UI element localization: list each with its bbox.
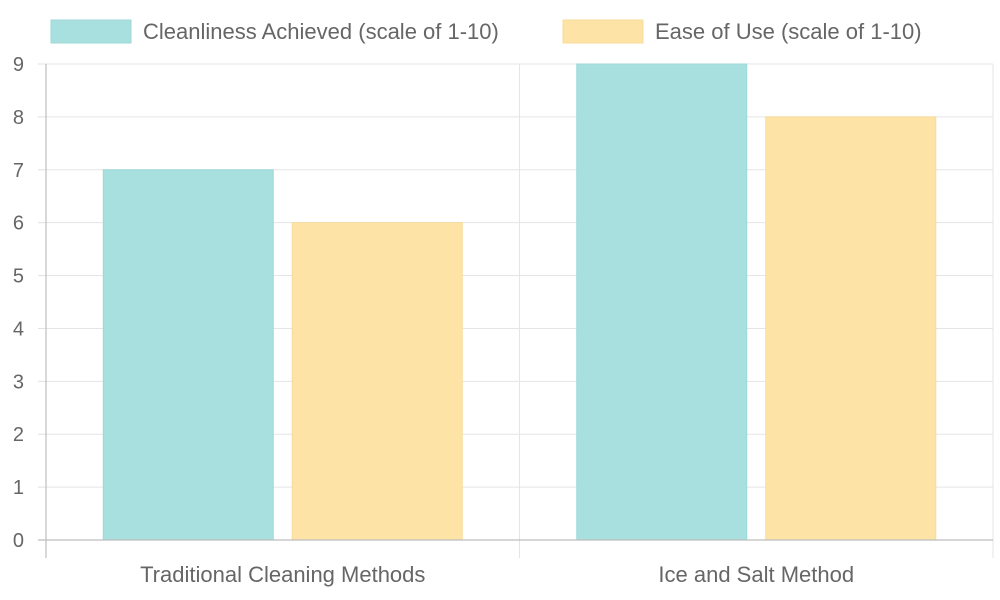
- y-tick-label: 0: [13, 530, 24, 552]
- x-axis-ticks: Traditional Cleaning Methods Ice and Salt…: [140, 562, 854, 587]
- y-tick-label: 4: [13, 318, 24, 340]
- axes: [38, 64, 993, 558]
- y-tick-label: 6: [13, 213, 24, 235]
- bar-ease-of-use: [291, 222, 463, 541]
- legend-label: Ease of Use (scale of 1-10): [655, 19, 922, 44]
- bar-ease-of-use: [765, 116, 937, 541]
- legend-swatch: [562, 19, 644, 44]
- y-tick-label: 9: [13, 54, 24, 76]
- y-tick-label: 7: [13, 160, 24, 182]
- y-tick-label: 3: [13, 371, 24, 393]
- legend-swatch: [50, 19, 132, 44]
- x-tick-label: Traditional Cleaning Methods: [140, 562, 425, 587]
- bars: [102, 63, 937, 541]
- y-axis-ticks: 0 1 2 3 4 5 6 7 8 9: [13, 54, 24, 552]
- y-tick-label: 1: [13, 477, 24, 499]
- bar-cleanliness: [576, 63, 748, 541]
- y-tick-label: 5: [13, 266, 24, 288]
- bar-cleanliness: [102, 169, 274, 541]
- legend: Cleanliness Achieved (scale of 1-10) Ease…: [50, 19, 922, 44]
- y-tick-label: 2: [13, 424, 24, 446]
- legend-label: Cleanliness Achieved (scale of 1-10): [143, 19, 499, 44]
- y-tick-label: 8: [13, 107, 24, 129]
- x-tick-label: Ice and Salt Method: [658, 562, 854, 587]
